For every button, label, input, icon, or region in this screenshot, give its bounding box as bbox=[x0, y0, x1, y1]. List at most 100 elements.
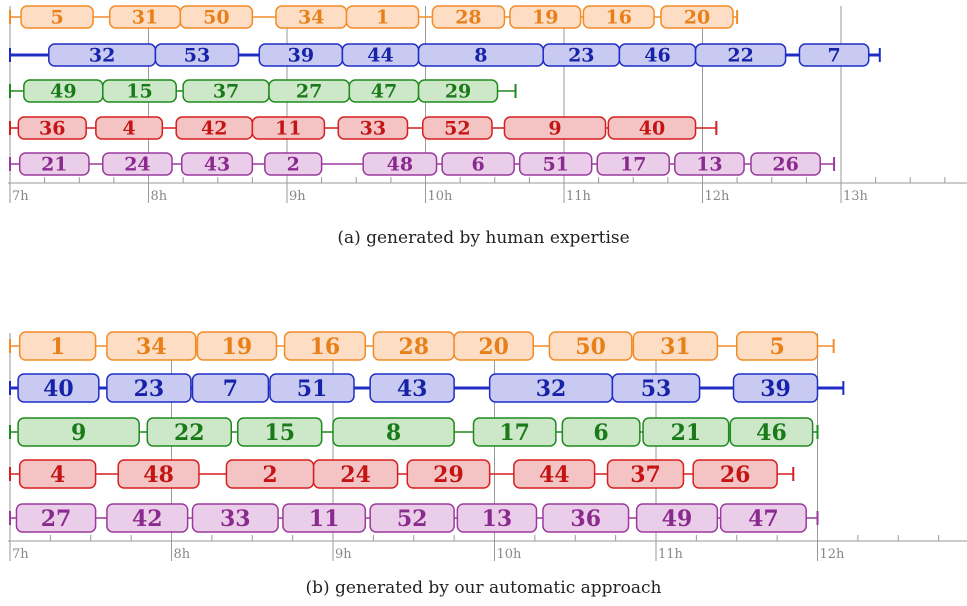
axis-tick-label: 11h bbox=[566, 189, 592, 204]
task-bar bbox=[369, 503, 455, 533]
task-label: 31 bbox=[660, 334, 691, 360]
task-label: 5 bbox=[50, 7, 63, 29]
axis-tick-label: 8h bbox=[174, 547, 191, 562]
task-bar bbox=[369, 373, 455, 403]
task-bar bbox=[453, 331, 535, 361]
task-label: 47 bbox=[371, 81, 397, 103]
task-bar bbox=[196, 331, 278, 361]
task-label: 49 bbox=[50, 81, 76, 103]
task-bar bbox=[20, 5, 94, 29]
task-label: 8 bbox=[386, 420, 401, 446]
task-bar bbox=[561, 417, 641, 447]
gantt-row-green: 49 15 37 27 47 29 bbox=[9, 79, 517, 103]
task-label: 44 bbox=[367, 45, 393, 67]
task-label: 53 bbox=[641, 376, 672, 402]
axis-tick-label: 10h bbox=[428, 189, 454, 204]
task-bar bbox=[191, 373, 270, 403]
axis-tick-label: 11h bbox=[658, 547, 684, 562]
task-label: 48 bbox=[143, 462, 174, 488]
task-bar bbox=[406, 459, 491, 489]
gantt-row-green: 9 22 15 8 17 6 21 46 bbox=[9, 417, 819, 447]
task-label: 53 bbox=[184, 45, 210, 67]
task-label: 42 bbox=[132, 506, 163, 532]
task-bar bbox=[180, 152, 254, 176]
task-bar bbox=[269, 373, 355, 403]
task-label: 31 bbox=[132, 7, 158, 29]
task-bar bbox=[106, 503, 189, 533]
task-label: 27 bbox=[296, 81, 322, 103]
task-label: 22 bbox=[727, 45, 753, 67]
task-bar bbox=[337, 116, 409, 140]
task-label: 51 bbox=[297, 376, 328, 402]
axis-tick-label: 10h bbox=[497, 547, 523, 562]
task-label: 32 bbox=[89, 45, 115, 67]
task-label: 37 bbox=[213, 81, 239, 103]
task-bar bbox=[106, 331, 197, 361]
task-label: 46 bbox=[756, 420, 787, 446]
task-label: 40 bbox=[43, 376, 74, 402]
task-bar bbox=[582, 5, 655, 29]
axis-tick-label: 7h bbox=[12, 189, 29, 204]
task-label: 48 bbox=[387, 154, 413, 176]
task-label: 5 bbox=[769, 334, 784, 360]
task-label: 13 bbox=[482, 506, 513, 532]
axis-tick-label: 9h bbox=[289, 189, 306, 204]
task-label: 23 bbox=[568, 45, 594, 67]
task-bar bbox=[362, 152, 438, 176]
task-bar bbox=[106, 373, 192, 403]
task-bar bbox=[509, 5, 582, 29]
task-bar bbox=[18, 331, 97, 361]
task-bar bbox=[421, 116, 493, 140]
task-label: 36 bbox=[570, 506, 601, 532]
task-bar bbox=[635, 503, 719, 533]
task-bar bbox=[642, 417, 730, 447]
task-label: 16 bbox=[605, 7, 631, 29]
gantt-row-purple: 27 42 33 11 52 13 36 49 47 bbox=[9, 503, 819, 533]
task-label: 39 bbox=[760, 376, 791, 402]
task-bar bbox=[191, 503, 279, 533]
caption-b: (b) generated by our automatic approach bbox=[305, 578, 662, 598]
task-bar bbox=[456, 503, 538, 533]
task-label: 2 bbox=[287, 154, 300, 176]
task-label: 47 bbox=[748, 506, 779, 532]
task-label: 32 bbox=[536, 376, 567, 402]
task-bar bbox=[694, 43, 787, 67]
task-bar bbox=[236, 417, 323, 447]
task-label: 20 bbox=[478, 334, 509, 360]
task-bar bbox=[332, 417, 455, 447]
task-label: 52 bbox=[444, 118, 470, 140]
task-label: 13 bbox=[696, 154, 722, 176]
task-bar bbox=[117, 459, 200, 489]
task-label: 37 bbox=[630, 462, 661, 488]
task-label: 39 bbox=[288, 45, 314, 67]
task-bar bbox=[441, 152, 515, 176]
gantt-row-orange: 1 34 19 16 28 20 50 31 5 bbox=[9, 331, 835, 361]
task-bar bbox=[660, 5, 734, 29]
task-label: 1 bbox=[50, 334, 65, 360]
task-bar bbox=[606, 459, 685, 489]
task-bar bbox=[692, 459, 778, 489]
task-bar bbox=[417, 79, 499, 103]
task-bar bbox=[18, 152, 90, 176]
task-bar bbox=[503, 116, 607, 140]
task-label: 21 bbox=[41, 154, 67, 176]
task-bar bbox=[312, 459, 399, 489]
task-bar bbox=[518, 152, 593, 176]
task-label: 16 bbox=[310, 334, 341, 360]
task-bar bbox=[283, 331, 367, 361]
task-label: 50 bbox=[203, 7, 229, 29]
task-label: 17 bbox=[620, 154, 646, 176]
gantt-row-red: 4 48 2 24 29 44 37 26 bbox=[9, 459, 795, 489]
task-bar bbox=[345, 5, 420, 29]
task-label: 29 bbox=[433, 462, 464, 488]
task-bar bbox=[431, 5, 506, 29]
task-label: 40 bbox=[639, 118, 665, 140]
task-bar bbox=[102, 152, 173, 176]
task-bar bbox=[472, 417, 557, 447]
task-bar bbox=[17, 373, 100, 403]
task-label: 6 bbox=[593, 420, 608, 446]
task-bar bbox=[18, 459, 97, 489]
task-label: 36 bbox=[39, 118, 65, 140]
